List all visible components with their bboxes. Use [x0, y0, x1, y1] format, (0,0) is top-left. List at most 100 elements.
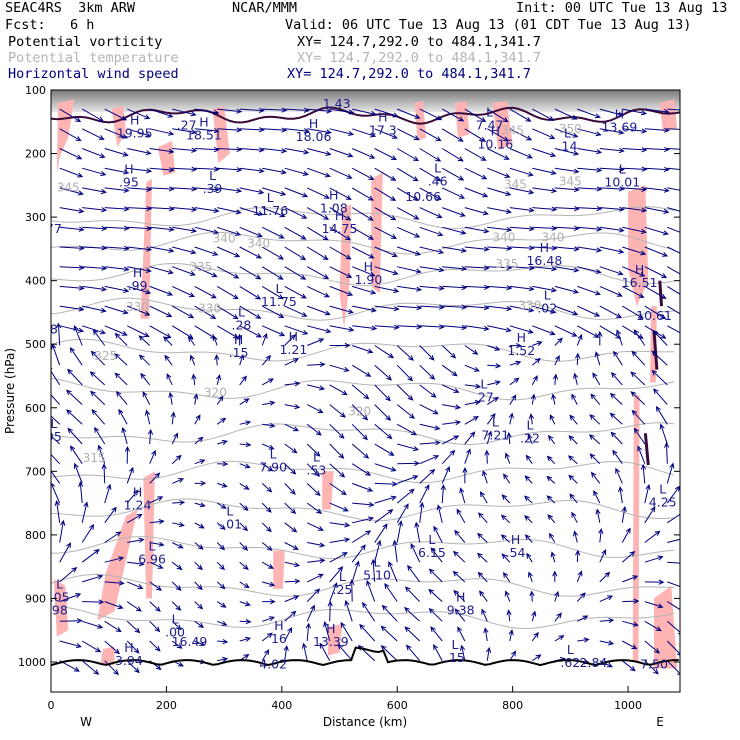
wind-vector [374, 463, 397, 472]
wind-vector [239, 187, 265, 195]
pv-extremum-value: -.01 [218, 517, 242, 532]
wind-vector [172, 499, 186, 506]
wind-vector [284, 404, 301, 410]
wind-vector [261, 305, 285, 318]
wind-vector [653, 388, 668, 405]
wind-vector [104, 305, 129, 315]
pv-extremum-marker: L [209, 168, 216, 183]
wind-vector [667, 187, 680, 191]
wind-vector [81, 501, 89, 523]
wind-vector [610, 431, 623, 445]
wind-vector [172, 147, 198, 153]
wind-vector [615, 467, 623, 484]
wind-vector [82, 265, 108, 271]
theta-contour [51, 422, 675, 446]
pv-extremum-marker: L [50, 416, 57, 431]
wind-vector [577, 266, 602, 274]
theta-contour-label: 340 [213, 232, 236, 246]
wind-vector [529, 590, 535, 602]
wind-vector [509, 245, 535, 251]
wind-vector [388, 560, 398, 583]
wind-vector [486, 430, 493, 445]
wind-vector [114, 332, 128, 346]
wind-vector [644, 325, 667, 339]
wind-vector [374, 364, 393, 381]
wind-vector [170, 411, 176, 425]
wind-vector [81, 549, 100, 563]
wind-vector [551, 393, 557, 405]
wind-vector [630, 391, 646, 405]
wind-vector [554, 246, 580, 252]
pv-extremum-value: 7.90 [259, 459, 287, 474]
wind-vector [262, 127, 288, 133]
wind-vector [149, 148, 175, 154]
wind-vector [419, 440, 441, 446]
wind-vector [149, 246, 175, 253]
wind-vector [329, 537, 351, 543]
wind-vector [306, 226, 329, 241]
wind-vector [54, 499, 61, 523]
theta-contour-label: 330 [126, 300, 149, 314]
wind-vector [396, 167, 419, 182]
pv-extremum-value: .46 [428, 173, 448, 188]
wind-vector [149, 620, 161, 633]
wind-vector [306, 423, 322, 436]
wind-vector [370, 558, 377, 582]
west-label: W [80, 715, 92, 729]
wind-vector [428, 588, 443, 602]
wind-vector [532, 245, 558, 251]
wind-vector [118, 408, 128, 425]
wind-vector [352, 285, 377, 295]
wind-vector [667, 581, 680, 588]
wind-vector [239, 463, 251, 469]
wind-vector [599, 166, 625, 172]
wind-vector [340, 621, 353, 642]
wind-vector [532, 128, 556, 140]
wind-vector [217, 127, 243, 133]
wind-vector [104, 660, 119, 676]
wind-vector [442, 304, 468, 310]
wind-vector [323, 621, 331, 642]
wind-vector [284, 305, 308, 317]
x-tick-label: 400 [271, 699, 292, 712]
wind-vector [217, 108, 243, 114]
wind-vector [351, 530, 372, 543]
wind-vector [622, 575, 639, 583]
wind-vector [613, 350, 623, 366]
wind-vector [239, 522, 249, 532]
forecast-hour: 6 h [70, 17, 95, 33]
wind-vector [261, 325, 286, 337]
wind-vector [476, 552, 488, 563]
wind-vector [239, 266, 262, 280]
pv-contour-segment [643, 433, 650, 466]
wind-vector [239, 246, 263, 259]
wind-vector [329, 566, 344, 583]
wind-vector [374, 167, 397, 181]
theta-contour-label: 325 [94, 349, 117, 363]
wind-vector [631, 350, 646, 366]
wind-vector [307, 108, 333, 114]
wind-vector [419, 187, 442, 200]
wind-vector [374, 384, 391, 402]
wind-vector [306, 588, 321, 602]
wind-vector [329, 226, 352, 241]
wind-vector [621, 660, 636, 672]
pv-extremum-marker: H [124, 162, 133, 177]
wind-vector [396, 520, 403, 543]
wind-vector [546, 475, 556, 484]
wind-vector [441, 187, 466, 199]
pv-extremum-value: 19.95 [117, 126, 153, 141]
wind-vector [554, 225, 580, 232]
wind-vector [172, 186, 198, 192]
wind-vector [216, 266, 240, 279]
wind-vector [487, 380, 501, 386]
wind-vector [217, 207, 242, 215]
wind-vector [404, 606, 421, 622]
wind-vector [194, 414, 201, 425]
wind-vector [284, 334, 296, 346]
pv-extremum-value: .95 [119, 175, 139, 190]
organization: NCAR/MMM [232, 0, 298, 16]
wind-vector [554, 128, 579, 138]
wind-vector [577, 615, 589, 622]
wind-vector [569, 493, 578, 504]
